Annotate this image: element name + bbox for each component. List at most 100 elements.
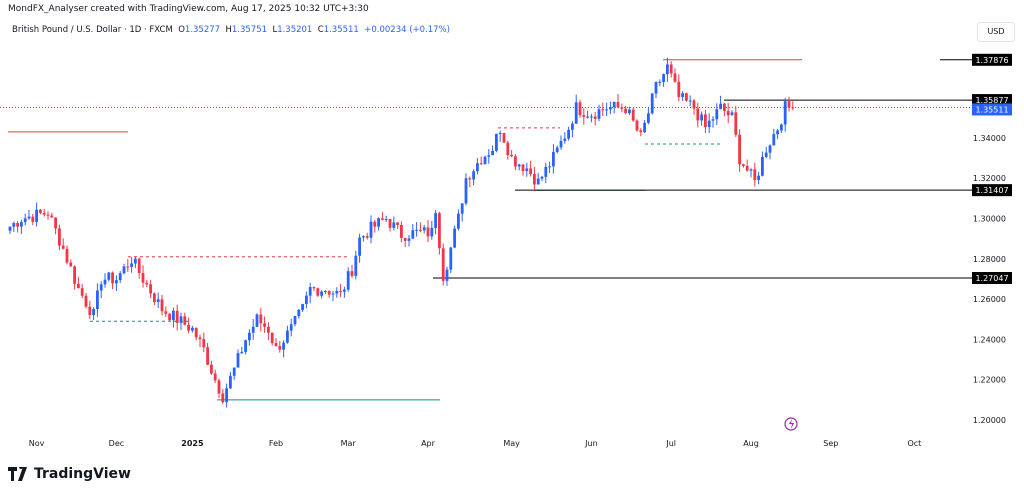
candle-body [297,309,301,317]
candle-body [103,279,107,285]
candle-body [453,228,456,248]
lightning-icon [784,417,798,431]
candle-body [381,218,384,220]
candle-body [50,215,54,218]
y-tick-label: 1.28000 [973,255,1006,264]
candle-body [540,176,544,179]
candle-body [571,123,574,130]
candle-body [263,323,266,327]
candle-body [730,112,734,116]
x-tick-label: 2025 [181,439,204,448]
x-tick-label: Dec [109,439,124,448]
candle-body [483,156,487,165]
symbol-name[interactable]: British Pound / U.S. Dollar · 1D · FXCM [12,25,173,35]
candle-body [449,247,453,270]
candle-body [422,227,426,231]
candle-body [149,284,152,294]
close-value: 1.35511 [323,25,359,35]
candle-body [460,203,464,214]
change-value: +0.00234 (+0.17%) [364,25,450,35]
y-tick-label: 1.32000 [973,174,1006,183]
y-tick-label: 1.30000 [973,215,1006,224]
candle-body [605,109,608,111]
candle-body [457,213,460,229]
x-tick-label: Aug [743,439,759,448]
candle-body [590,116,593,118]
candle-body [316,288,320,296]
level-label-bg [972,94,1012,107]
candle-body [768,145,772,153]
candle-body [586,116,589,118]
candle-body [69,262,73,267]
candle-body [658,81,662,83]
credit-text: MondFX_Analyser created with TradingView… [8,4,369,14]
candle-body [438,213,441,249]
candle-body [134,258,137,264]
candle-body [358,237,361,256]
price-chart[interactable]: 1.20000 1.22000 1.24000 1.26000 1.28000 1.300… [0,0,1024,460]
candle-body [495,133,498,151]
candle-body [502,132,506,143]
level-label: 1.35877 [975,96,1008,105]
candle-body [472,171,475,180]
candle-body [791,107,795,109]
candle-body [229,375,232,389]
candle-body [88,306,92,316]
candle-body [179,316,183,323]
candle-body [320,291,323,296]
open-label: O [178,25,185,35]
candle-body [559,140,563,148]
candle-body [772,134,776,146]
candle-body [58,228,61,246]
candle-body [384,218,388,220]
candle-body [373,221,377,227]
candle-body [343,289,346,292]
candle-body [111,272,114,284]
current-price-label-bg [972,103,1012,116]
candle-body [31,216,35,222]
candle-body [308,287,312,296]
current-price-label: 1.35511 [975,105,1008,114]
candle-body [582,115,586,117]
candle-body [210,364,213,374]
candle-body [339,290,342,292]
candle-body [430,227,434,237]
candle-body [54,217,57,229]
candle-body [726,111,730,116]
candle-body [434,213,437,228]
y-tick-label: 1.20000 [973,416,1006,425]
candle-body [681,93,684,97]
candle-body [168,313,171,321]
candle-body [510,155,513,157]
candle-body [578,102,582,116]
candle-body [776,130,779,135]
candle-body [42,212,46,215]
y-tick-label: 1.22000 [973,376,1006,385]
tradingview-logo: TradingView [8,466,131,482]
candle-body [346,271,350,290]
candle-body [77,283,80,289]
candle-body [232,367,236,376]
candle-body [126,266,130,268]
candle-body [567,129,570,139]
candle-body [221,393,225,403]
x-tick-label: Oct [907,439,921,448]
candle-body [533,174,536,185]
candle-body [491,150,494,156]
candle-body [153,293,156,302]
candle-body [529,168,532,175]
candle-body [593,116,597,119]
candle-body [780,124,783,131]
candle-body [536,178,540,185]
candle-body [293,316,297,325]
currency-button[interactable]: USD [977,22,1015,42]
candle-body [73,266,76,284]
candle-body [620,107,624,109]
x-tick-label: Jun [584,439,598,448]
candle-body [707,120,711,128]
candle-body [738,134,741,165]
candle-body [206,347,209,365]
tradingview-logo-icon [8,467,27,481]
candle-body [145,282,149,285]
